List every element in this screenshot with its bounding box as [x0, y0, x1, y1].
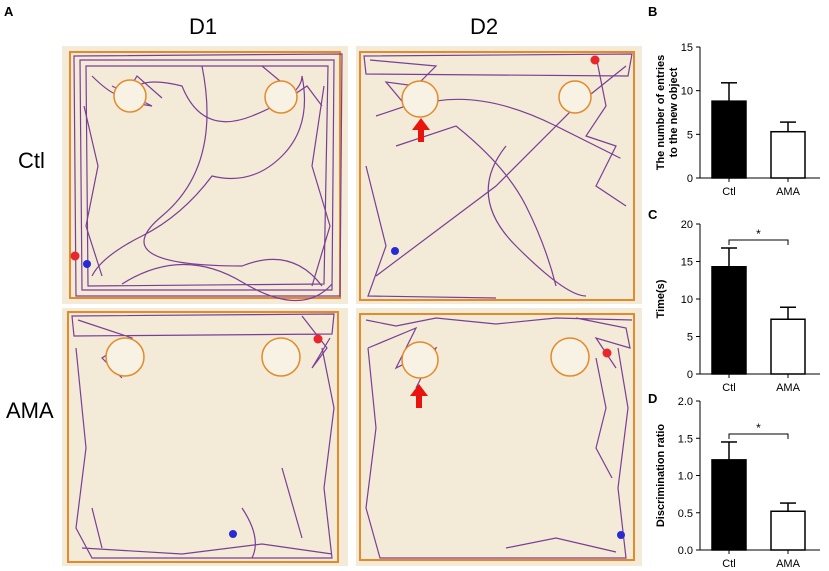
- bar-ama: [770, 130, 806, 179]
- significance-star: *: [756, 227, 761, 241]
- chart-c: 0 5 10 15 20 Time(s) Ctl AMA *: [655, 219, 820, 392]
- bar-ama: [770, 510, 806, 551]
- start-marker: [70, 251, 80, 261]
- panel-label-b: B: [648, 4, 658, 19]
- y-tick-label: 1.5: [678, 433, 693, 445]
- end-marker: [617, 531, 625, 539]
- arena-ama-d1-plot: [67, 311, 339, 563]
- column-label-d1: D1: [189, 14, 218, 39]
- bar-ctl: [711, 100, 747, 179]
- panel-label-d: D: [648, 391, 658, 406]
- y-axis-label: Time(s): [655, 279, 667, 318]
- arena-ama-d1: [62, 308, 348, 566]
- arena-ctl-d2: [356, 46, 642, 304]
- y-tick-label: 10: [681, 86, 693, 98]
- y-tick-label: 1.0: [678, 471, 693, 483]
- trajectory: [363, 53, 633, 299]
- arena-ctl-d1-plot: [69, 51, 343, 302]
- y-axis-label: to the new object: [668, 67, 680, 157]
- chart-b: 0 5 10 15 The number of entries to the new ob…: [655, 42, 820, 198]
- arena-ama-d2: [356, 308, 642, 566]
- start-marker: [602, 348, 612, 358]
- arena-ama-d2-plot: [359, 313, 635, 561]
- row-label-ama: AMA: [6, 398, 54, 423]
- y-tick-label: 0: [687, 173, 693, 185]
- end-marker: [83, 260, 91, 268]
- y-tick-label: 5: [687, 129, 693, 141]
- start-marker: [590, 55, 600, 65]
- x-tick-label: Ctl: [722, 382, 735, 392]
- start-marker: [313, 334, 323, 344]
- end-marker: [229, 530, 237, 538]
- bar-ctl: [711, 459, 747, 551]
- bar-ctl: [711, 266, 747, 375]
- significance-bracket: [728, 239, 789, 245]
- novel-object-arrow: [412, 118, 430, 142]
- x-tick-label: AMA: [776, 382, 801, 392]
- arena-ctl-d2-plot: [359, 51, 635, 301]
- y-tick-label: 0: [687, 369, 693, 381]
- significance-star: *: [756, 421, 761, 435]
- novel-object-arrow: [410, 384, 428, 408]
- end-marker: [391, 247, 399, 255]
- x-tick-label: Ctl: [722, 558, 735, 570]
- row-label-ctl: Ctl: [18, 148, 45, 173]
- column-label-d2: D2: [470, 14, 499, 39]
- y-axis-label: The number of entries: [655, 55, 667, 171]
- y-tick-label: 20: [681, 219, 693, 231]
- y-tick-label: 15: [681, 257, 693, 269]
- y-tick-label: 0.0: [678, 545, 693, 557]
- x-tick-label: AMA: [776, 558, 801, 570]
- y-tick-label: 10: [681, 294, 693, 306]
- panel-label-a: A: [4, 4, 14, 19]
- y-tick-label: 5: [687, 332, 693, 344]
- significance-bracket: [728, 433, 789, 439]
- y-tick-label: 0.5: [678, 508, 693, 520]
- y-axis-label: Discrimination ratio: [655, 424, 667, 528]
- y-tick-label: 15: [681, 42, 693, 54]
- chart-d: 0.0 0.5 1.0 1.5 2.0 Discrimination ratio Ctl AM…: [655, 396, 820, 570]
- arena-ctl-d1: [62, 46, 348, 304]
- panel-label-c: C: [648, 207, 658, 222]
- bar-ama: [770, 318, 806, 375]
- x-tick-label: Ctl: [722, 186, 735, 198]
- x-tick-label: AMA: [776, 186, 801, 198]
- y-tick-label: 2.0: [678, 396, 693, 408]
